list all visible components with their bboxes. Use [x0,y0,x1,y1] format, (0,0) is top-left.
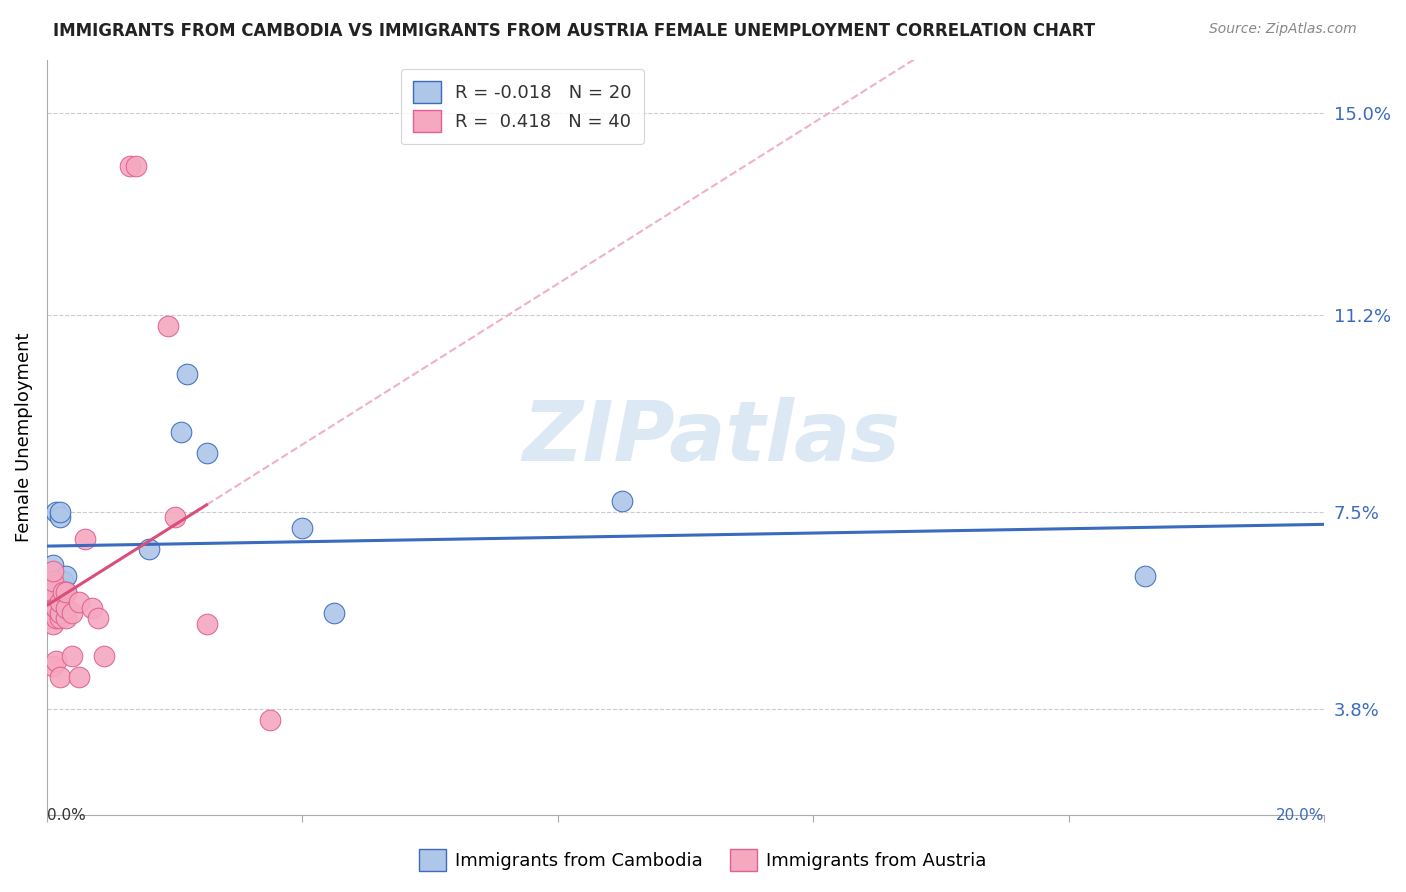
Point [39,595,62,609]
Point [323,606,346,620]
Point [157,318,180,333]
Text: 20.0%: 20.0% [1275,808,1324,822]
Point [38,606,60,620]
Point [42,574,65,589]
Point [1135,569,1157,583]
Point [87,611,110,625]
Point [42,600,65,615]
Point [93,648,115,663]
Point [45,505,67,519]
Point [42,574,65,589]
Point [48,606,70,620]
Text: ZIPatlas: ZIPatlas [522,397,900,478]
Point [39,600,62,615]
Point [44,595,66,609]
Point [42,558,65,573]
Point [176,367,198,381]
Point [45,654,67,668]
Text: IMMIGRANTS FROM CAMBODIA VS IMMIGRANTS FROM AUSTRIA FEMALE UNEMPLOYMENT CORRELAT: IMMIGRANTS FROM CAMBODIA VS IMMIGRANTS F… [53,22,1095,40]
Point [44,600,66,615]
Point [291,521,314,535]
Point [55,600,77,615]
Point [55,569,77,583]
Point [48,510,70,524]
Point [138,542,160,557]
Point [118,159,141,173]
Point [42,606,65,620]
Point [48,595,70,609]
Point [62,606,84,620]
Point [52,574,75,589]
Legend: R = -0.018   N = 20, R =  0.418   N = 40: R = -0.018 N = 20, R = 0.418 N = 40 [401,69,644,145]
Point [41,590,63,604]
Point [41,584,63,599]
Legend: Immigrants from Cambodia, Immigrants from Austria: Immigrants from Cambodia, Immigrants fro… [412,842,994,879]
Point [195,446,218,460]
Point [55,611,77,625]
Point [42,616,65,631]
Point [125,159,148,173]
Point [80,600,103,615]
Point [610,494,633,508]
Point [67,670,90,684]
Point [48,670,70,684]
Text: 0.0%: 0.0% [46,808,86,822]
Point [195,616,218,631]
Text: Source: ZipAtlas.com: Source: ZipAtlas.com [1209,22,1357,37]
Point [42,564,65,578]
Point [42,584,65,599]
Point [38,611,60,625]
Point [41,584,63,599]
Point [259,713,281,727]
Point [67,595,90,609]
Point [41,580,63,594]
Point [48,611,70,625]
Point [75,532,97,546]
Point [39,600,62,615]
Point [45,611,67,625]
Point [42,659,65,673]
Point [170,425,193,439]
Point [55,584,77,599]
Point [52,584,75,599]
Point [62,648,84,663]
Point [45,600,67,615]
Point [48,505,70,519]
Y-axis label: Female Unemployment: Female Unemployment [15,333,32,542]
Point [42,595,65,609]
Point [163,510,186,524]
Point [55,584,77,599]
